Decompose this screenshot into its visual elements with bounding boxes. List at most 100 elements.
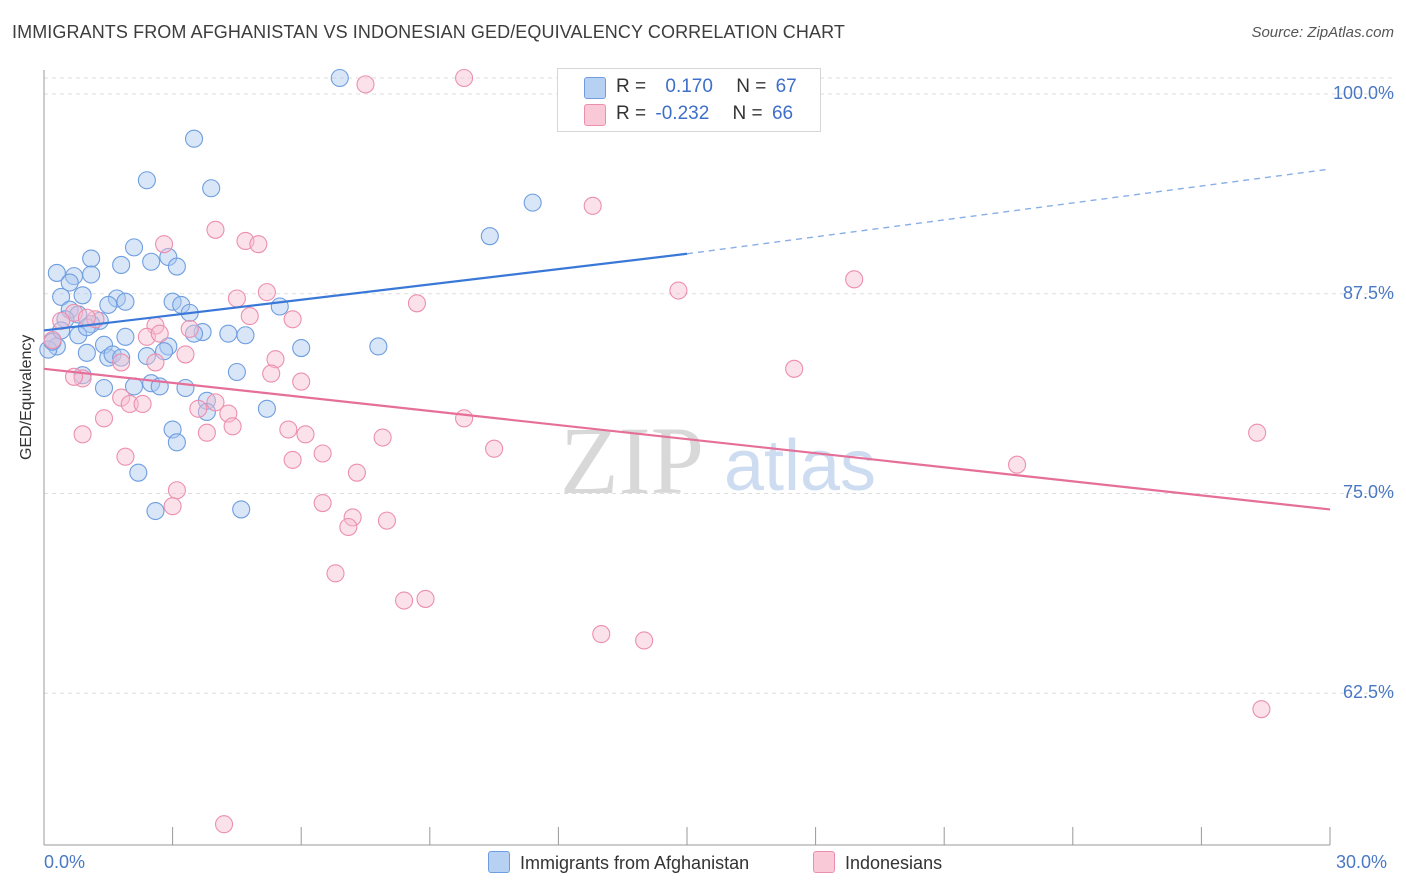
source-label: Source: ZipAtlas.com (1251, 24, 1394, 41)
series-indonesians-points (43, 68, 1271, 834)
bottom-legend-indonesians: Indonesians (813, 851, 942, 874)
legend-swatch-pink (584, 104, 606, 126)
data-point (455, 68, 474, 88)
data-point (124, 238, 144, 257)
data-point (635, 631, 654, 650)
data-point (163, 497, 182, 516)
data-point (669, 281, 688, 300)
data-point (180, 319, 199, 338)
chart-title: IMMIGRANTS FROM AFGHANISTAN VS INDONESIA… (12, 22, 845, 42)
legend-n-value: 67 (775, 76, 797, 97)
data-point (176, 345, 195, 364)
data-point (257, 399, 276, 418)
data-point (214, 815, 234, 834)
data-point (416, 589, 435, 608)
data-point (257, 283, 276, 302)
trend-lines (43, 168, 1331, 511)
y-tick-label: 87.5% (1342, 282, 1394, 303)
data-point (1252, 700, 1271, 719)
legend-r-label: R = (616, 103, 647, 124)
data-point (356, 75, 375, 94)
watermark: ZIP atlas (560, 407, 876, 514)
data-point (129, 463, 148, 482)
data-point (227, 362, 246, 382)
data-point (176, 378, 195, 398)
bottom-legend-swatch-pink (813, 851, 835, 873)
data-point (283, 310, 302, 329)
data-point (313, 444, 332, 463)
data-point (120, 394, 139, 414)
data-point (326, 564, 345, 583)
data-point (112, 353, 131, 372)
trend-line (43, 367, 1331, 511)
data-point (283, 450, 302, 469)
data-point (279, 420, 298, 439)
data-point (52, 287, 71, 306)
data-point (137, 171, 156, 190)
data-point (330, 68, 349, 88)
data-point (202, 179, 221, 198)
data-point (232, 500, 251, 519)
data-point (43, 331, 62, 350)
legend-swatch-blue (584, 77, 606, 99)
data-point (845, 270, 864, 289)
data-point (266, 350, 285, 369)
data-point (150, 324, 169, 343)
data-point (116, 292, 135, 311)
data-point (339, 517, 358, 537)
watermark-atlas: atlas (724, 426, 876, 506)
watermark-zip: ZIP (560, 407, 704, 514)
data-point (116, 327, 135, 346)
data-point (146, 353, 165, 372)
data-point (485, 439, 504, 458)
data-point (73, 286, 92, 305)
data-point (219, 324, 238, 343)
data-point (94, 409, 114, 428)
legend-r-label: R = (616, 76, 647, 97)
data-point (377, 511, 396, 530)
data-point (82, 249, 101, 268)
data-point (197, 423, 216, 442)
data-point (407, 294, 426, 313)
data-point (94, 378, 114, 398)
data-point (592, 625, 611, 644)
data-point (112, 255, 131, 274)
data-point (480, 227, 499, 246)
grid-lines (44, 77, 1392, 694)
data-point (313, 493, 332, 513)
data-point (223, 417, 242, 436)
data-point (146, 501, 165, 521)
data-point (1248, 423, 1267, 442)
trend-line (43, 252, 688, 332)
data-point (369, 337, 388, 356)
data-point (184, 129, 204, 148)
legend-n-label: N = (732, 103, 763, 124)
data-point (116, 447, 135, 466)
data-point (47, 263, 66, 282)
data-point (60, 273, 79, 292)
data-point (99, 295, 118, 314)
data-point (523, 193, 542, 212)
data-point (455, 409, 474, 428)
y-tick-label: 100.0% (1332, 82, 1394, 103)
bottom-legend-afghanistan: Immigrants from Afghanistan (488, 851, 749, 874)
x-tick-label-min: 0.0% (44, 852, 86, 872)
data-point (112, 348, 131, 367)
data-point (206, 393, 225, 412)
data-point (583, 196, 602, 215)
data-point (189, 399, 208, 418)
data-point (347, 463, 366, 482)
legend-n-label: N = (736, 76, 767, 97)
data-point (373, 428, 392, 447)
trend-line-extension (686, 168, 1331, 255)
y-tick-label: 62.5% (1342, 682, 1394, 703)
data-point (167, 433, 186, 452)
stats-legend: R = 0.170 N = 67 R = -0.232 N = 66 (557, 68, 821, 132)
data-point (154, 235, 174, 254)
data-point (206, 220, 225, 239)
data-point (240, 307, 259, 326)
data-point (167, 257, 186, 276)
data-point (82, 265, 101, 284)
data-point (133, 394, 152, 414)
bottom-legend-swatch-blue (488, 851, 510, 873)
